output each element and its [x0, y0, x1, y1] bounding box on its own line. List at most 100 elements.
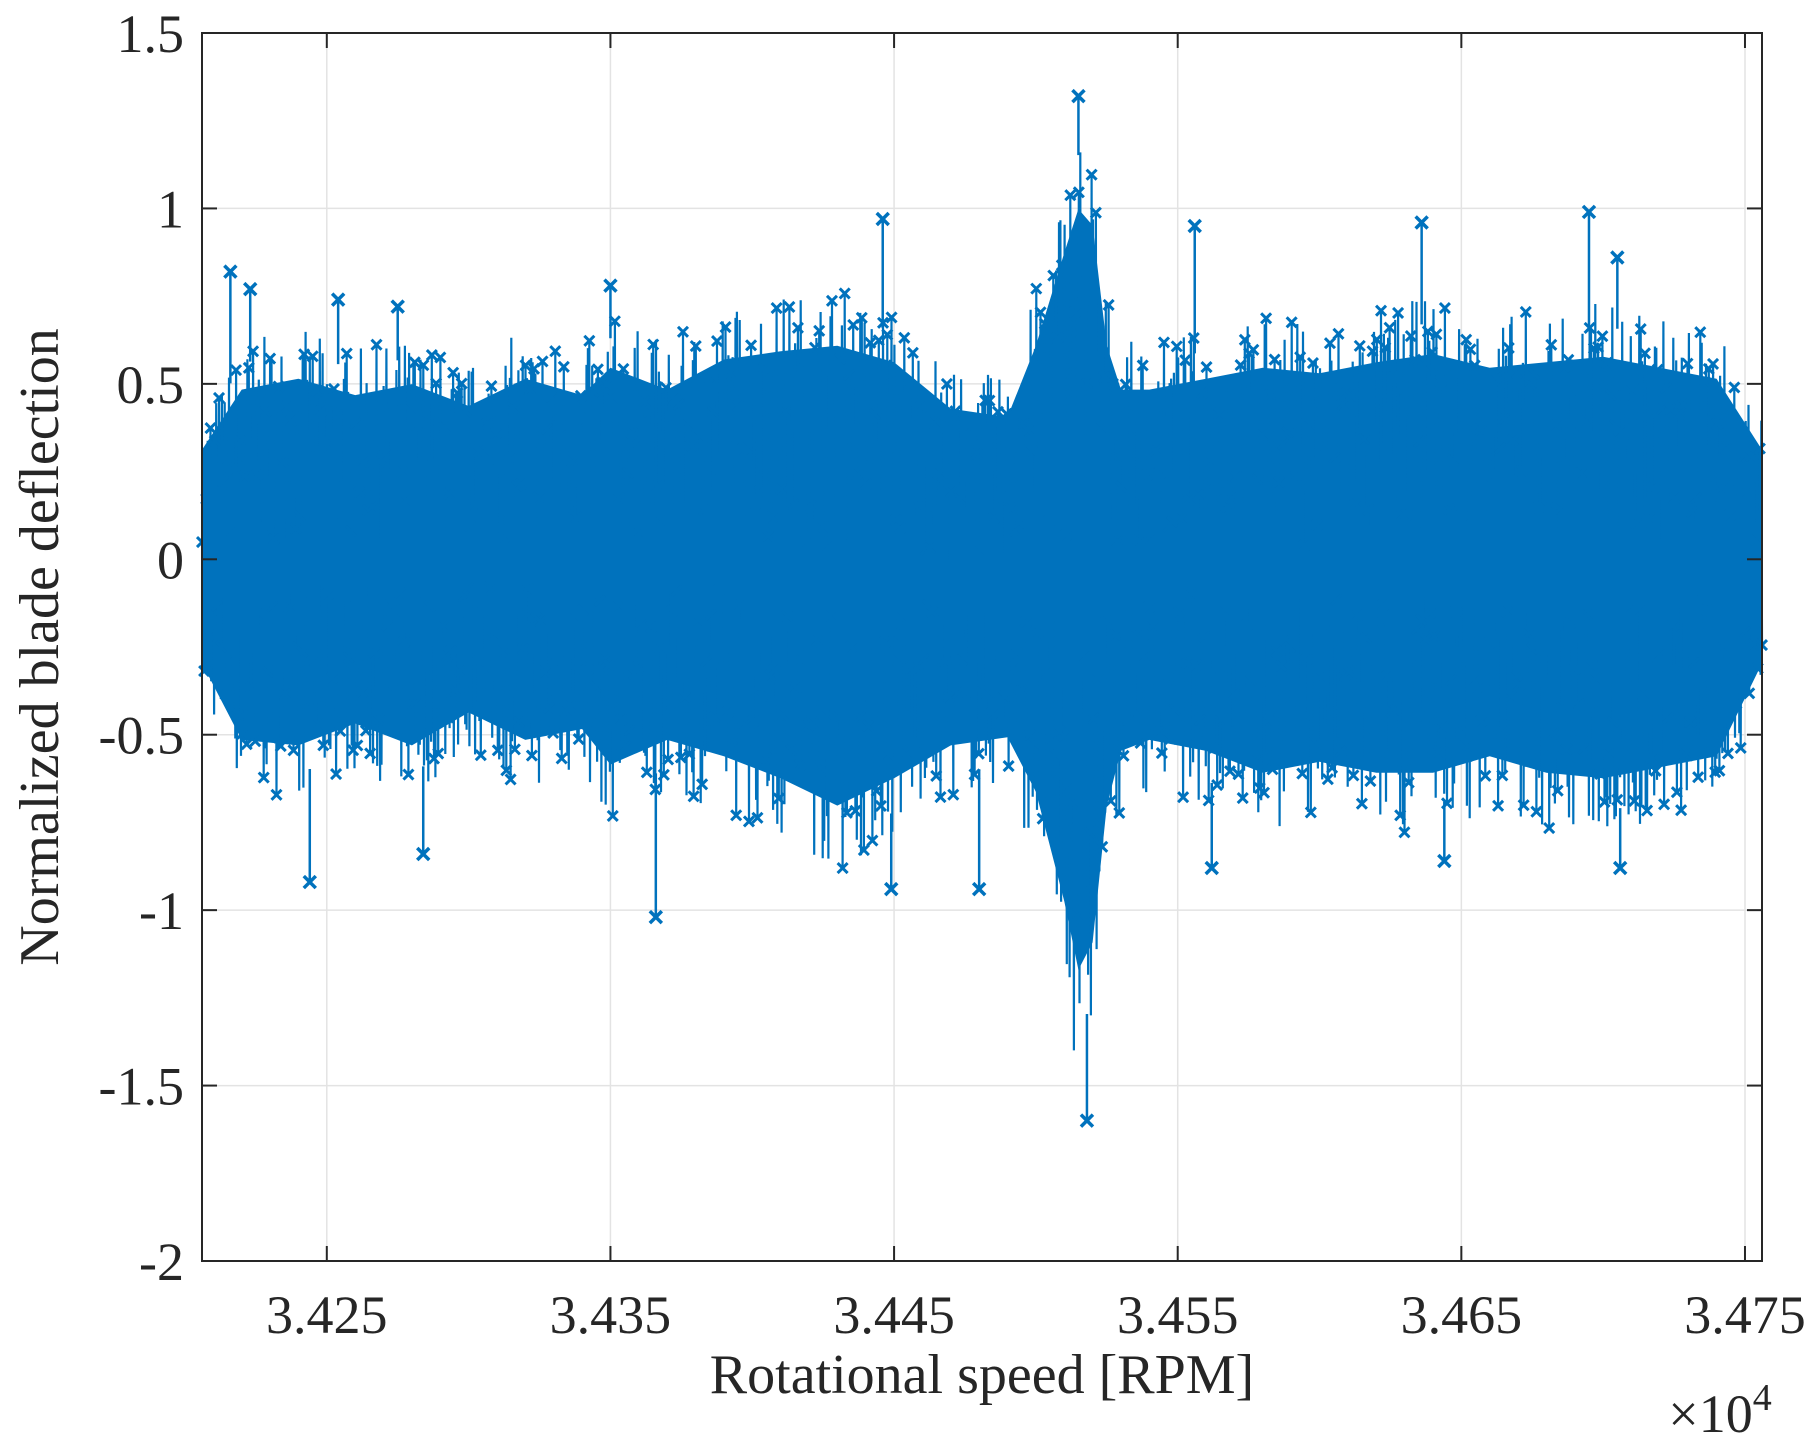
marker	[570, 511, 583, 524]
marker	[974, 543, 987, 556]
marker	[383, 465, 396, 478]
marker	[587, 385, 600, 398]
marker	[617, 362, 630, 375]
marker	[734, 599, 747, 612]
marker	[834, 352, 847, 366]
marker	[1038, 317, 1051, 330]
marker	[662, 753, 675, 766]
marker	[1374, 304, 1388, 317]
marker	[204, 422, 217, 435]
marker	[817, 520, 830, 533]
marker	[270, 788, 283, 801]
marker	[304, 703, 317, 716]
marker	[1521, 627, 1534, 640]
marker	[1343, 665, 1356, 678]
marker	[1502, 341, 1515, 354]
marker	[542, 701, 555, 714]
marker	[1687, 656, 1700, 669]
marker	[538, 665, 551, 678]
marker	[970, 447, 983, 460]
marker	[589, 680, 602, 693]
marker	[232, 708, 245, 722]
marker	[942, 691, 956, 704]
marker	[1626, 382, 1639, 395]
marker	[244, 680, 258, 693]
marker	[340, 347, 353, 360]
marker	[898, 331, 911, 344]
marker	[676, 325, 690, 338]
outlier-marker	[415, 846, 431, 862]
marker	[253, 607, 266, 620]
marker	[208, 435, 221, 448]
marker	[1579, 414, 1592, 427]
marker	[272, 380, 285, 393]
marker	[849, 804, 862, 817]
marker	[1121, 714, 1134, 727]
marker	[1183, 493, 1196, 507]
marker	[732, 399, 745, 413]
marker	[1306, 357, 1320, 370]
marker	[934, 791, 947, 804]
marker	[985, 706, 998, 720]
marker	[312, 718, 326, 731]
marker	[1726, 665, 1739, 678]
marker	[500, 764, 513, 777]
marker	[264, 352, 277, 365]
marker	[1283, 641, 1296, 654]
marker	[476, 446, 489, 459]
marker	[536, 355, 549, 368]
marker	[640, 766, 653, 779]
marker	[1013, 516, 1026, 529]
marker	[1174, 512, 1188, 525]
marker	[1015, 684, 1028, 697]
marker	[721, 706, 734, 719]
marker	[408, 356, 421, 369]
marker	[1330, 593, 1343, 606]
marker	[1426, 345, 1439, 359]
outlier-marker	[1414, 215, 1429, 230]
marker	[857, 843, 870, 857]
marker	[1568, 663, 1581, 676]
marker	[953, 492, 966, 505]
marker	[1621, 436, 1634, 449]
marker	[925, 605, 939, 618]
marker	[549, 345, 562, 358]
marker	[806, 717, 819, 730]
marker	[1436, 720, 1449, 734]
marker	[223, 655, 236, 668]
marker	[1630, 517, 1643, 530]
outlier-marker	[883, 881, 899, 897]
marker	[1345, 389, 1358, 402]
marker	[1387, 370, 1400, 383]
marker	[862, 719, 875, 733]
marker	[1245, 673, 1258, 687]
marker	[402, 768, 415, 781]
marker	[555, 752, 568, 765]
marker	[1453, 724, 1466, 737]
marker	[1349, 497, 1362, 510]
marker	[1545, 338, 1558, 351]
marker	[330, 768, 343, 781]
marker	[1236, 792, 1249, 805]
marker	[400, 493, 413, 506]
marker	[1021, 424, 1034, 437]
marker	[1421, 325, 1434, 338]
marker	[1138, 651, 1151, 664]
marker	[1651, 363, 1664, 376]
marker	[717, 642, 730, 655]
marker	[702, 370, 715, 383]
marker	[547, 726, 560, 739]
marker	[496, 645, 509, 658]
marker	[1504, 689, 1517, 703]
x-tick-label: 3.435	[550, 1285, 672, 1345]
marker	[1315, 404, 1328, 417]
marker	[1262, 713, 1275, 726]
marker	[1494, 442, 1507, 455]
marker	[1445, 673, 1458, 687]
marker	[1483, 636, 1496, 649]
marker	[894, 522, 907, 535]
marker	[1555, 702, 1569, 715]
marker	[1140, 469, 1154, 482]
outlier-marker	[1079, 1113, 1095, 1128]
